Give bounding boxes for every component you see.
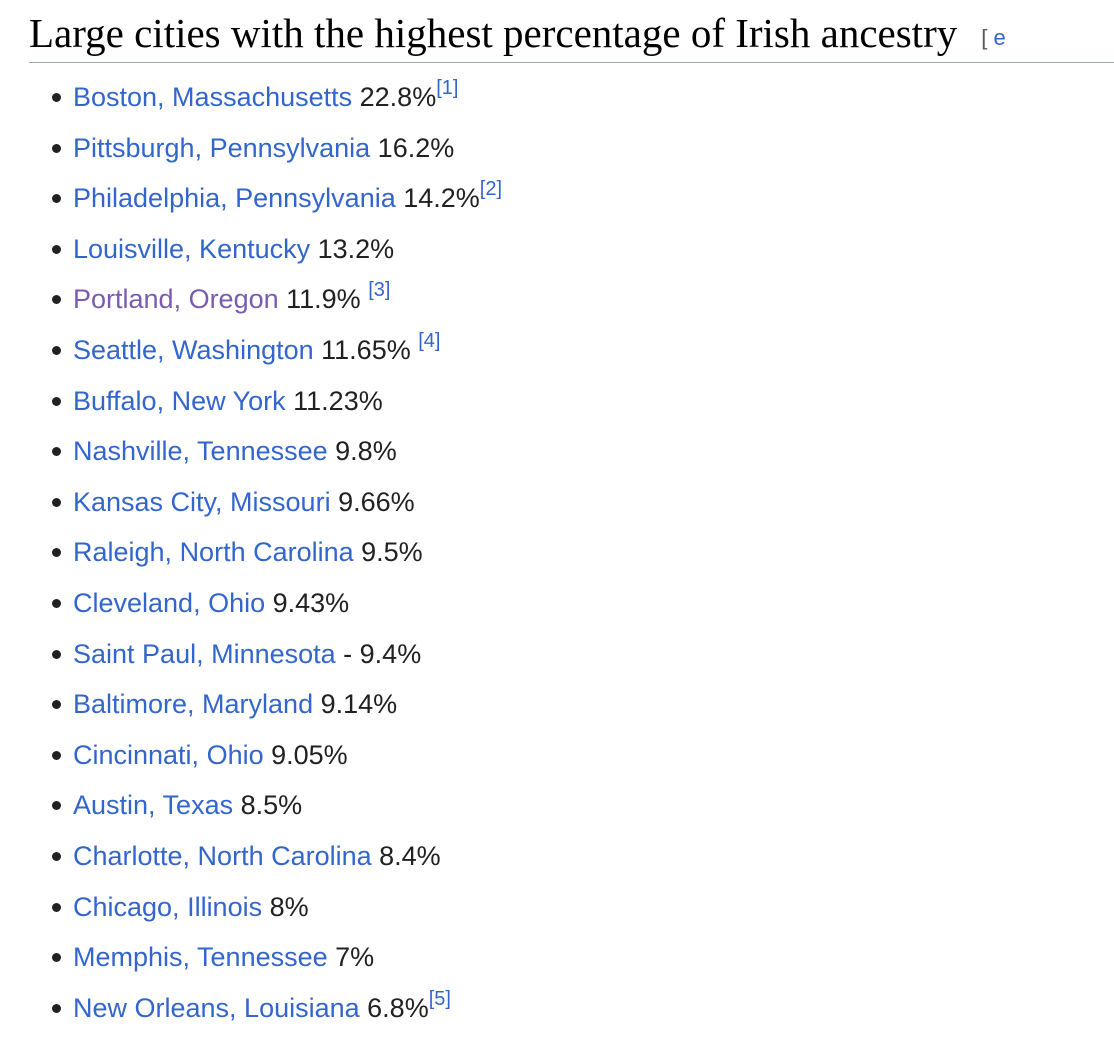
ancestry-percentage: 11.65% <box>313 334 419 365</box>
ancestry-percentage: - 9.4% <box>335 638 422 669</box>
ancestry-percentage: 11.9% <box>278 284 369 315</box>
edit-section: [ e <box>981 25 1006 50</box>
list-item: Baltimore, Maryland 9.14% <box>0 686 502 737</box>
city-link[interactable]: Nashville, Tennessee <box>73 436 328 467</box>
city-link[interactable]: Portland, Oregon <box>73 284 279 315</box>
reference-link[interactable]: [5] <box>428 987 451 1010</box>
ancestry-percentage: 9.14% <box>313 689 398 720</box>
list-item: Nashville, Tennessee 9.8% <box>0 433 502 484</box>
ancestry-percentage: 14.2% <box>395 183 480 214</box>
list-item: Louisville, Kentucky 13.2% <box>0 231 502 282</box>
city-link[interactable]: Austin, Texas <box>73 790 234 821</box>
city-link[interactable]: Cincinnati, Ohio <box>73 739 264 770</box>
edit-bracket: [ <box>981 25 988 50</box>
city-link[interactable]: Cleveland, Ohio <box>73 587 266 618</box>
list-item: Philadelphia, Pennsylvania 14.2%[2] <box>0 178 503 231</box>
list-item: Austin, Texas 8.5% <box>0 787 502 838</box>
bullet-icon <box>52 295 61 305</box>
bullet-icon <box>52 649 61 659</box>
city-link[interactable]: Seattle, Washington <box>73 334 314 365</box>
bullet-icon <box>52 143 61 153</box>
city-link[interactable]: New Orleans, Louisiana <box>73 992 360 1023</box>
ancestry-percentage: 9.8% <box>327 436 397 467</box>
bullet-icon <box>52 548 61 558</box>
bullet-icon <box>52 953 61 963</box>
ancestry-percentage: 13.2% <box>310 233 395 264</box>
ancestry-percentage: 8% <box>262 891 309 922</box>
city-link[interactable]: Boston, Massachusetts <box>73 82 353 112</box>
city-list: Boston, Massachusetts 22.8%[1] Pittsburgh… <box>0 77 503 1041</box>
ancestry-percentage: 8.5% <box>233 790 303 821</box>
reference-link[interactable]: [4] <box>418 329 441 352</box>
section-title: Large cities with the highest percentage… <box>29 10 958 56</box>
bullet-icon <box>52 750 61 760</box>
bullet-icon <box>52 700 61 710</box>
city-link[interactable]: Buffalo, New York <box>73 385 286 416</box>
section-heading: Large cities with the highest percentage… <box>29 8 1114 63</box>
city-link[interactable]: Louisville, Kentucky <box>73 233 311 264</box>
bullet-icon <box>52 396 61 406</box>
list-item: Portland, Oregon 11.9% [3] <box>0 279 502 332</box>
ancestry-percentage: 6.8% <box>359 992 429 1023</box>
ancestry-percentage: 11.23% <box>285 385 383 416</box>
city-link[interactable]: Chicago, Illinois <box>73 891 263 922</box>
reference-link[interactable]: [2] <box>479 178 503 201</box>
bullet-icon <box>52 1003 61 1013</box>
bullet-icon <box>52 598 61 608</box>
ancestry-percentage: 8.4% <box>371 840 441 871</box>
list-item: Boston, Massachusetts 22.8%[1] <box>0 77 502 130</box>
city-link[interactable]: Baltimore, Maryland <box>73 689 314 720</box>
ancestry-percentage: 7% <box>327 942 375 973</box>
list-item: Charlotte, North Carolina 8.4% <box>0 838 502 889</box>
list-item: New Orleans, Louisiana 6.8%[5] <box>0 987 502 1041</box>
reference-link[interactable]: [1] <box>436 77 459 99</box>
ancestry-percentage: 16.2% <box>370 132 455 163</box>
bullet-icon <box>52 902 61 912</box>
edit-link[interactable]: e <box>993 25 1006 50</box>
ancestry-percentage: 9.66% <box>330 486 415 517</box>
list-item: Cleveland, Ohio 9.43% <box>0 585 502 636</box>
city-link[interactable]: Kansas City, Missouri <box>73 486 331 517</box>
bullet-icon <box>52 801 61 811</box>
city-link[interactable]: Pittsburgh, Pennsylvania <box>73 132 371 163</box>
bullet-icon <box>52 345 61 355</box>
bullet-icon <box>52 93 61 102</box>
bullet-icon <box>52 851 61 861</box>
bullet-icon <box>52 194 61 204</box>
reference-link[interactable]: [3] <box>368 279 391 302</box>
ancestry-percentage: 22.8% <box>352 82 437 112</box>
city-link[interactable]: Raleigh, North Carolina <box>73 537 354 568</box>
list-item: Buffalo, New York 11.23% <box>0 383 502 434</box>
bullet-icon <box>52 244 61 254</box>
ancestry-percentage: 9.43% <box>265 587 350 618</box>
city-link[interactable]: Saint Paul, Minnesota <box>73 638 336 669</box>
list-item: Kansas City, Missouri 9.66% <box>0 484 502 535</box>
list-item: Seattle, Washington 11.65% [4] <box>0 329 502 383</box>
bullet-icon <box>52 497 61 507</box>
city-link[interactable]: Memphis, Tennessee <box>73 942 328 973</box>
list-item: Raleigh, North Carolina 9.5% <box>0 534 502 585</box>
city-link[interactable]: Charlotte, North Carolina <box>73 840 372 871</box>
ancestry-percentage: 9.05% <box>263 739 348 770</box>
bullet-icon <box>52 447 61 457</box>
ancestry-percentage: 9.5% <box>353 537 423 568</box>
list-item: Pittsburgh, Pennsylvania 16.2% <box>0 130 502 181</box>
list-item: Chicago, Illinois 8% <box>0 889 502 940</box>
list-item: Saint Paul, Minnesota - 9.4% <box>0 636 502 687</box>
city-link[interactable]: Philadelphia, Pennsylvania <box>73 183 396 214</box>
list-item: Cincinnati, Ohio 9.05% <box>0 737 502 788</box>
list-item: Memphis, Tennessee 7% <box>0 939 502 990</box>
